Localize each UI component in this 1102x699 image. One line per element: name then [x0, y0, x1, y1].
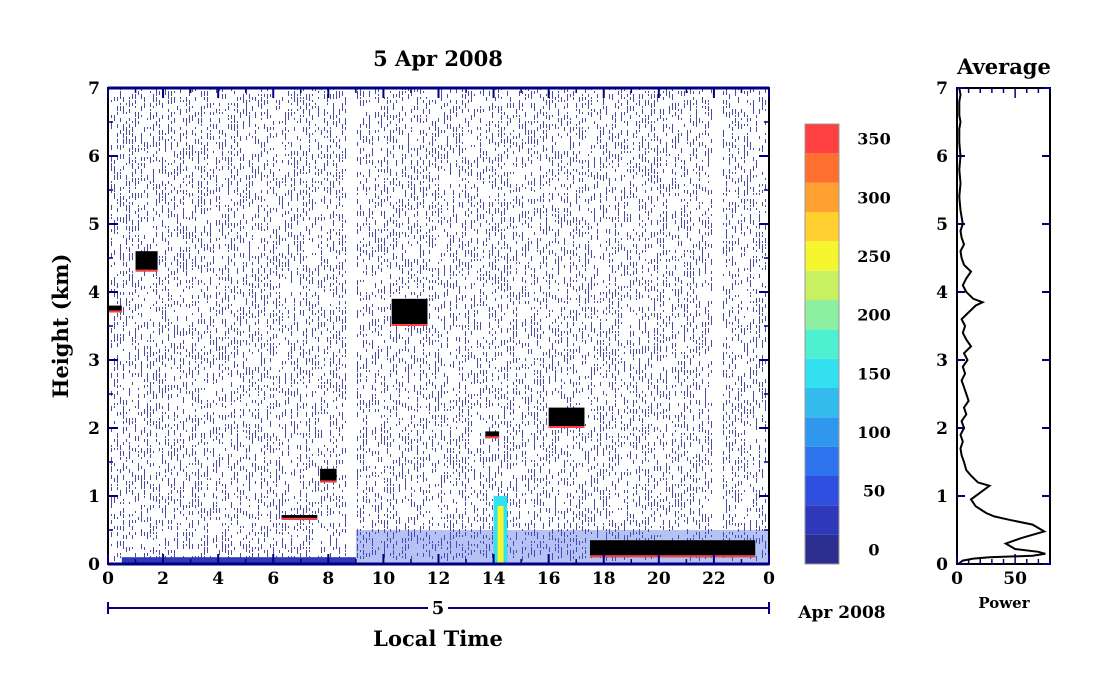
avg-y-tick-label: 4	[936, 283, 948, 303]
avg-y-tick-label: 1	[936, 487, 948, 507]
cloud-edge-1	[281, 517, 318, 520]
heatmap-area	[108, 88, 769, 564]
avg-y-tick-label: 7	[936, 79, 948, 99]
avg-y-tick-label: 3	[936, 351, 948, 371]
colorbar-label: 350	[857, 130, 890, 149]
average-ticks: 0 1 2 3 4 5 6 7 0 50	[936, 79, 1051, 589]
cloud-edge-8	[589, 555, 756, 558]
colorbar-swatch	[805, 153, 839, 183]
main-x-ticks: 0 2 4 6 8 10 12 14 16 18 20 22 0	[102, 88, 775, 589]
colorbar-label: 100	[857, 423, 890, 442]
colorbar-label: 200	[857, 306, 890, 325]
average-title: Average	[956, 54, 1051, 79]
main-y-ticks: 0 1 2 3 4 5 6 7	[88, 79, 769, 575]
cloud-1	[281, 515, 318, 520]
cloud-edge-7	[548, 426, 585, 428]
cloud-edge-3	[391, 324, 428, 326]
colorbar	[805, 124, 839, 564]
y-tick-label: 5	[88, 215, 100, 235]
average-x-axis-label: Power	[978, 594, 1030, 612]
x-tick-label: 14	[482, 569, 506, 589]
colorbar-swatch	[805, 417, 839, 447]
day-bar	[107, 600, 770, 616]
cloud-4	[485, 431, 500, 439]
x-tick-label: 0	[763, 569, 775, 589]
colorbar-label: 250	[857, 247, 890, 266]
x-tick-label: 12	[427, 569, 451, 589]
x-tick-label: 22	[702, 569, 726, 589]
colorbar-swatch	[805, 329, 839, 359]
colorbar-swatch	[805, 241, 839, 271]
colorbar-swatch	[805, 446, 839, 476]
colorbar-label: 300	[857, 188, 890, 207]
main-title: 5 Apr 2008	[373, 46, 503, 71]
y-tick-label: 4	[88, 283, 100, 303]
noise-speckle	[108, 88, 769, 561]
x-tick-label: 20	[647, 569, 671, 589]
colorbar-swatch	[805, 300, 839, 330]
x-tick-label: 10	[372, 569, 396, 589]
x-tick-label: 16	[537, 569, 561, 589]
y-tick-label: 1	[88, 487, 100, 507]
x-tick-label: 0	[102, 569, 114, 589]
colorbar-swatch	[805, 270, 839, 300]
main-y-axis-label: Height (km)	[48, 254, 73, 399]
y-tick-label: 7	[88, 79, 100, 99]
y-tick-label: 3	[88, 351, 100, 371]
colorbar-swatch	[805, 124, 839, 154]
cloud-3	[391, 298, 428, 326]
colorbar-swatch	[805, 505, 839, 535]
y-tick-label: 0	[88, 555, 100, 575]
colorbar-swatch	[805, 534, 839, 564]
cloud-7	[548, 407, 585, 428]
cloud-6	[108, 305, 122, 313]
plume-core	[497, 506, 504, 564]
avg-x-tick-label: 0	[951, 569, 963, 589]
cloud-edge-5	[135, 269, 158, 272]
avg-x-tick-label: 50	[1003, 569, 1027, 589]
colorbar-labels: 0 50 100 150 200 250 300 350	[857, 130, 890, 560]
colorbar-label: 50	[863, 482, 885, 501]
colorbar-label: 150	[857, 364, 890, 383]
colorbar-swatch	[805, 358, 839, 388]
surface-layer-early	[121, 557, 356, 564]
cloud-edge-4	[485, 436, 500, 439]
date-label: Apr 2008	[797, 603, 885, 623]
y-tick-label: 6	[88, 147, 100, 167]
average-plot-frame	[956, 87, 1051, 565]
colorbar-swatch	[805, 476, 839, 506]
avg-y-tick-label: 6	[936, 147, 948, 167]
main-x-axis-label: Local Time	[373, 626, 503, 651]
colorbar-frame	[804, 123, 840, 565]
avg-y-tick-label: 5	[936, 215, 948, 235]
avg-y-tick-label: 0	[936, 555, 948, 575]
cloud-8	[589, 540, 756, 558]
cloud-features	[108, 251, 769, 564]
cloud-5	[135, 251, 158, 272]
x-tick-label: 6	[267, 569, 279, 589]
cloud-edge-6	[108, 310, 122, 313]
colorbar-swatch	[805, 212, 839, 242]
x-tick-label: 2	[157, 569, 169, 589]
cloud-edge-2	[320, 480, 337, 483]
day-bar-label: 5	[432, 598, 445, 619]
cloud-2	[320, 468, 337, 483]
average-power-line	[957, 87, 1047, 565]
avg-y-tick-label: 2	[936, 419, 948, 439]
colorbar-label: 0	[868, 540, 879, 559]
colorbar-swatch	[805, 388, 839, 418]
x-tick-label: 18	[592, 569, 616, 589]
y-tick-label: 2	[88, 419, 100, 439]
colorbar-swatch	[805, 182, 839, 212]
x-tick-label: 4	[212, 569, 224, 589]
x-tick-label: 8	[322, 569, 334, 589]
